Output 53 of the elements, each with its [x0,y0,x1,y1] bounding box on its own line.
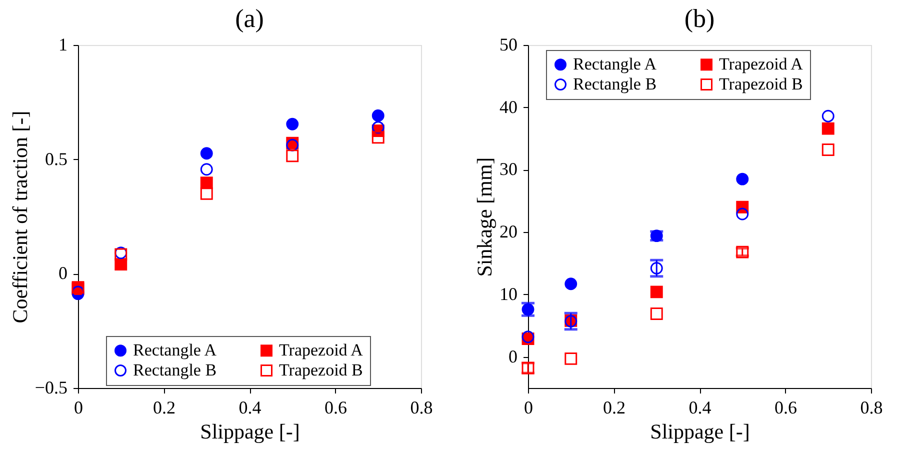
point [650,262,663,274]
y-tick-label: 0 [58,263,68,284]
x-tick-label: 0.4 [238,398,262,418]
chart-title: (a) [235,4,264,33]
point [650,286,663,298]
x-axis-title: Slippage [-] [650,420,750,444]
x-tick-label: 0.6 [324,398,347,418]
point [650,308,663,320]
y-tick-label: 1 [58,34,68,54]
point [200,163,213,176]
point [564,352,578,365]
y-tick-label: 0 [508,346,518,366]
legend-label: Trapezoid A [279,340,364,360]
point [372,121,384,134]
x-tick-label: 0.2 [603,398,626,418]
point [286,150,299,162]
y-tick-label: 40 [500,96,518,117]
legend-label: Trapezoid B [279,360,363,380]
x-axis-title: Slippage [-] [200,420,300,444]
point [564,278,578,290]
x-tick-label: 0.4 [688,398,712,418]
y-tick-label: 0.5 [45,148,68,169]
y-tick-label: 10 [500,284,518,304]
legend-label: Rectangle B [133,360,217,380]
legend-label: Trapezoid B [719,74,803,94]
legend-label: Rectangle A [573,54,658,74]
legend-label: Rectangle B [573,74,657,94]
legend-label: Rectangle A [133,340,218,360]
y-tick-label: −0.5 [34,378,68,398]
x-tick-label: 0.8 [410,398,433,418]
legend-label: Trapezoid A [719,54,804,74]
chart-title: (b) [684,4,715,33]
x-tick-label: 0 [74,398,83,418]
x-tick-label: 0 [524,398,533,418]
point [822,122,834,135]
point [822,110,834,122]
point [200,187,213,200]
x-tick-label: 0.8 [860,398,883,418]
point [200,147,213,160]
point [372,109,384,122]
point [286,118,299,130]
y-tick-label: 50 [500,34,518,54]
y-axis-title: Coefficient of traction [-] [8,110,32,324]
point [372,131,384,144]
point [822,144,834,156]
y-tick-label: 30 [500,159,518,180]
y-axis-title: Sinkage [mm] [472,157,496,277]
point [736,172,749,186]
point [736,208,749,220]
x-tick-label: 0.2 [153,398,176,418]
y-tick-label: 20 [500,222,518,242]
x-tick-label: 0.6 [774,398,797,418]
point [200,176,213,190]
